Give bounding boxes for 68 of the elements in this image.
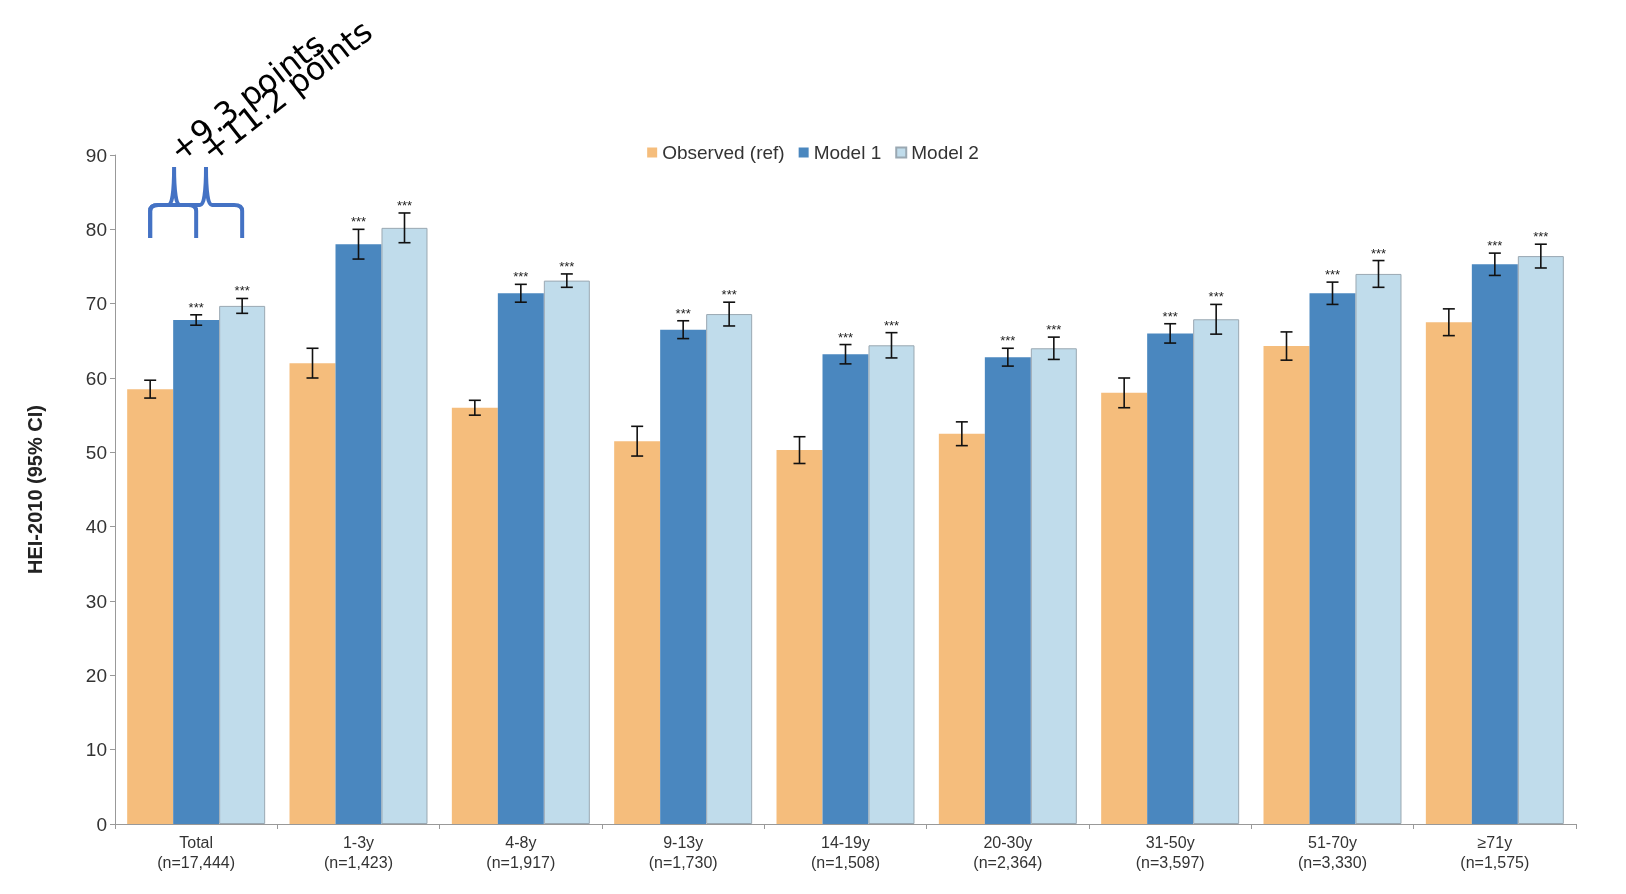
data-label: *** <box>1000 333 1016 349</box>
y-tick-label: 50 <box>85 441 107 463</box>
x-tick-label: 20-30y (n=2,364) <box>973 833 1043 871</box>
bar <box>822 354 869 824</box>
y-tick-label: 60 <box>85 367 107 389</box>
bar <box>1147 333 1194 824</box>
y-tick-label: 40 <box>85 516 107 538</box>
data-label: *** <box>675 305 691 321</box>
data-label: *** <box>559 258 575 274</box>
bar <box>173 320 220 824</box>
x-tick-label: 9-13y (n=1,730) <box>648 833 718 871</box>
x-tick-label: 4-8y (n=1,917) <box>486 833 556 871</box>
y-tick-label: 20 <box>85 664 107 686</box>
data-label: *** <box>1487 238 1503 254</box>
bar <box>219 305 266 824</box>
bar <box>1263 346 1310 824</box>
bar <box>1471 264 1518 824</box>
bar <box>1193 319 1240 824</box>
bar <box>1309 293 1356 824</box>
bar <box>127 389 174 824</box>
bar <box>289 363 336 824</box>
y-tick-label: 90 <box>85 144 107 166</box>
bar <box>1030 348 1077 824</box>
x-tick-label: 1-3y (n=1,423) <box>324 833 393 871</box>
bar <box>381 227 428 824</box>
y-tick-label: 70 <box>85 293 107 315</box>
data-label: *** <box>721 287 737 303</box>
data-label: *** <box>1162 308 1178 324</box>
x-tick-label: Total (n=17,444) <box>157 833 236 871</box>
bar <box>451 407 498 824</box>
bar <box>660 329 707 824</box>
bar <box>706 314 753 824</box>
data-label: *** <box>1046 322 1062 338</box>
data-label: *** <box>1533 229 1549 245</box>
bar <box>543 280 590 824</box>
x-tick-label: 14-19y (n=1,508) <box>811 833 880 871</box>
bar <box>938 433 985 824</box>
data-label: *** <box>350 214 367 230</box>
data-label: *** <box>1324 267 1341 283</box>
bar <box>776 450 823 824</box>
data-label: *** <box>1208 289 1224 305</box>
data-label: *** <box>513 269 529 285</box>
legend-label: Model 1 <box>813 142 882 163</box>
bar <box>1101 392 1148 824</box>
bar <box>1355 273 1402 824</box>
bar <box>335 244 382 824</box>
data-label: *** <box>883 317 900 333</box>
bar <box>614 441 661 824</box>
data-label: *** <box>396 197 413 213</box>
bar <box>1517 256 1564 824</box>
data-label: *** <box>234 283 250 299</box>
x-tick-label: 31-50y (n=3,597) <box>1135 833 1205 871</box>
bar <box>1425 322 1472 824</box>
bar <box>984 357 1031 824</box>
bar <box>868 345 915 824</box>
y-tick-label: 30 <box>85 590 107 612</box>
y-tick-label: 80 <box>85 218 107 240</box>
y-tick-label: 10 <box>85 739 107 761</box>
y-axis-title: HEI-2010 (95% CI) <box>24 405 46 574</box>
y-tick-label: 0 <box>96 813 107 835</box>
data-label: *** <box>1370 245 1387 261</box>
legend-label: Model 2 <box>911 142 979 163</box>
data-label: *** <box>188 299 204 315</box>
x-tick-label: 51-70y (n=3,330) <box>1298 833 1367 871</box>
data-label: *** <box>837 329 854 345</box>
legend-label: Observed (ref) <box>662 142 785 163</box>
x-tick-label: ≥71y (n=1,575) <box>1460 833 1530 871</box>
bar <box>497 293 544 824</box>
